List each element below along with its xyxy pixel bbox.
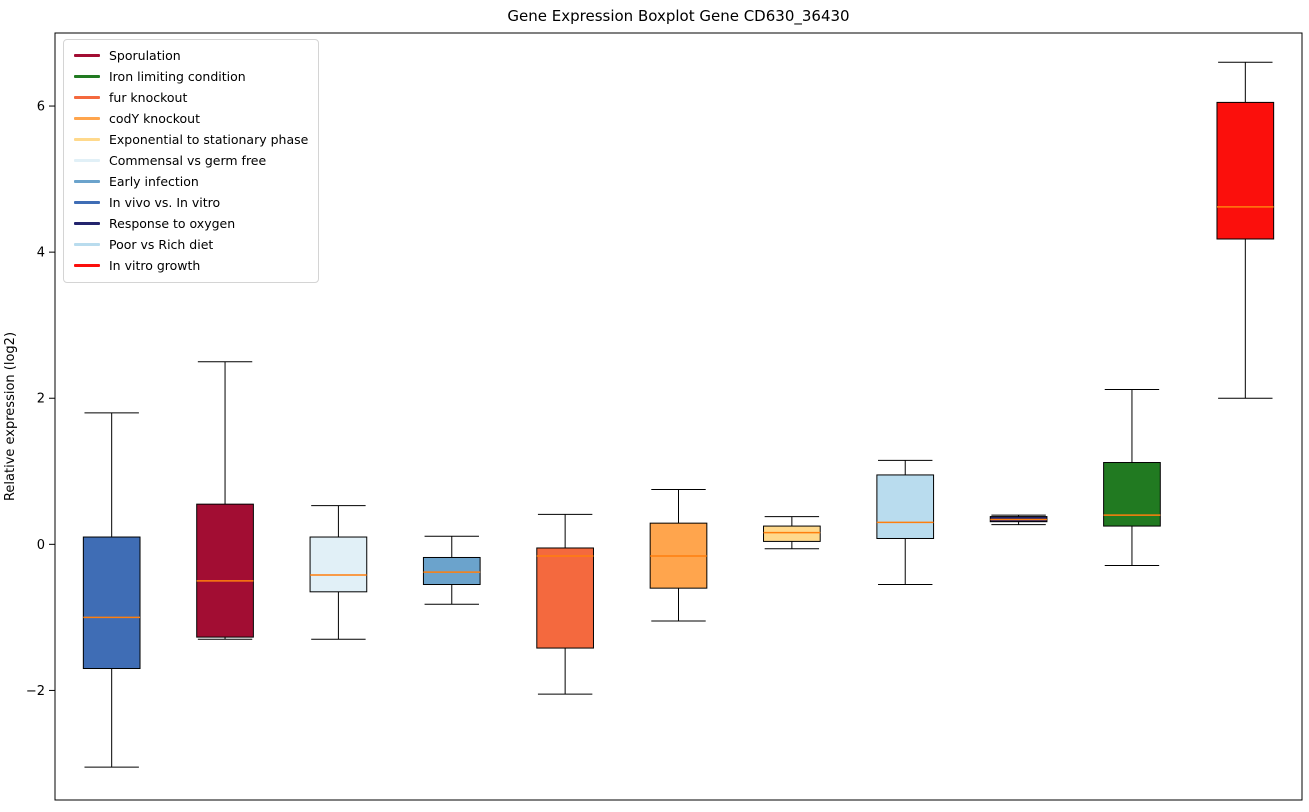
- legend-swatch: [74, 138, 100, 142]
- y-tick-label: −2: [26, 684, 45, 699]
- box: [82, 536, 141, 670]
- y-axis-label: Relative expression (log2): [3, 331, 19, 502]
- box: [422, 556, 481, 586]
- legend-label: fur knockout: [109, 89, 188, 105]
- legend-swatch: [74, 201, 100, 205]
- legend-label: Poor vs Rich diet: [109, 236, 214, 252]
- legend-swatch: [74, 54, 100, 58]
- legend-label: Commensal vs germ free: [109, 152, 267, 168]
- legend-swatch: [74, 75, 100, 79]
- legend-label: In vivo vs. In vitro: [109, 194, 221, 210]
- box: [196, 503, 254, 638]
- chart-title: Gene Expression Boxplot Gene CD630_36430: [507, 7, 850, 25]
- legend: Sporulation Iron limiting condition fur kn…: [63, 39, 320, 283]
- box: [763, 525, 821, 542]
- boxplot-early-infection: [422, 535, 481, 605]
- box: [309, 536, 368, 593]
- legend-swatch: [74, 264, 100, 268]
- legend-swatch: [74, 222, 100, 226]
- boxplot-fur-knockout: [536, 513, 594, 695]
- box: [1103, 462, 1161, 527]
- legend-swatch: [74, 180, 100, 184]
- legend-item: fur knockout: [74, 90, 308, 106]
- legend-item: In vivo vs. In vitro: [74, 195, 308, 211]
- boxplot-sporulation: [196, 361, 254, 640]
- boxplot-poor-vs-rich-diet: [876, 459, 935, 586]
- y-tick-label: 6: [37, 100, 45, 115]
- legend-label: Exponential to stationary phase: [109, 131, 309, 147]
- legend-label: In vitro growth: [109, 257, 201, 273]
- legend-label: Early infection: [109, 173, 199, 189]
- boxplot-exponential-to-stationary-phase: [763, 516, 821, 550]
- boxplot-iron-limiting-condition: [1103, 388, 1161, 567]
- boxplot-in-vitro-growth: [1216, 61, 1275, 399]
- legend-swatch: [74, 96, 100, 100]
- y-tick-label: 2: [37, 392, 45, 407]
- boxplot-response-to-oxygen: [989, 514, 1048, 526]
- plot-frame: [54, 32, 1303, 801]
- legend-swatch: [74, 243, 100, 247]
- boxplot-in-vivo-vs-in-vitro: [82, 412, 141, 768]
- box: [536, 547, 594, 649]
- boxplot-commensal-vs-germ-free: [309, 505, 368, 640]
- legend-item: Exponential to stationary phase: [74, 132, 308, 148]
- legend-item: Iron limiting condition: [74, 69, 308, 85]
- legend-swatch: [74, 117, 100, 121]
- legend-item: Early infection: [74, 174, 308, 190]
- legend-item: Commensal vs germ free: [74, 153, 308, 169]
- legend-swatch: [74, 159, 100, 163]
- legend-label: Sporulation: [109, 47, 181, 63]
- legend-label: Iron limiting condition: [109, 68, 246, 84]
- legend-label: codY knockout: [109, 110, 201, 126]
- legend-item: Response to oxygen: [74, 216, 308, 232]
- y-tick-label: 0: [37, 538, 45, 553]
- legend-label: Response to oxygen: [109, 215, 236, 231]
- box: [1216, 101, 1275, 240]
- legend-item: codY knockout: [74, 111, 308, 127]
- legend-item: Poor vs Rich diet: [74, 237, 308, 253]
- box: [876, 474, 935, 539]
- legend-item: Sporulation: [74, 48, 308, 64]
- boxplot-cody-knockout: [649, 489, 708, 622]
- y-tick-label: 4: [37, 246, 45, 261]
- y-axis-label-wrap: Relative expression (log2): [2, 33, 20, 800]
- legend-item: In vitro growth: [74, 258, 308, 274]
